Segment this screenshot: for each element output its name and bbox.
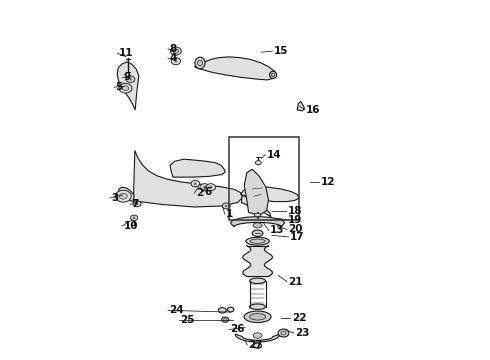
Text: 21: 21 [288, 276, 303, 287]
Ellipse shape [249, 314, 266, 320]
Text: 22: 22 [292, 312, 306, 323]
Text: 14: 14 [267, 150, 281, 160]
Text: 26: 26 [231, 324, 245, 334]
Text: 23: 23 [295, 328, 310, 338]
Ellipse shape [221, 317, 229, 322]
Polygon shape [231, 217, 285, 227]
Text: 3: 3 [111, 193, 118, 203]
Ellipse shape [122, 86, 129, 91]
Text: 25: 25 [180, 315, 195, 325]
Text: 20: 20 [288, 224, 303, 234]
Polygon shape [241, 186, 299, 202]
Text: 9: 9 [123, 72, 131, 82]
Polygon shape [245, 169, 269, 215]
Text: 19: 19 [288, 215, 302, 225]
Text: 15: 15 [274, 46, 288, 56]
Ellipse shape [116, 190, 131, 202]
Ellipse shape [244, 311, 271, 323]
Ellipse shape [222, 203, 230, 209]
Ellipse shape [120, 193, 127, 199]
Ellipse shape [250, 304, 266, 310]
Text: 13: 13 [270, 225, 285, 235]
Text: 27: 27 [248, 340, 263, 350]
Ellipse shape [271, 73, 275, 77]
Text: 5: 5 [116, 82, 122, 92]
Text: 18: 18 [288, 206, 302, 216]
Ellipse shape [191, 180, 199, 187]
Text: 6: 6 [205, 186, 212, 197]
Text: 4: 4 [170, 53, 177, 63]
Ellipse shape [130, 215, 138, 220]
Polygon shape [297, 102, 304, 111]
Ellipse shape [255, 161, 261, 165]
Ellipse shape [171, 47, 181, 55]
Ellipse shape [197, 60, 202, 66]
Ellipse shape [278, 329, 289, 337]
Ellipse shape [254, 213, 261, 217]
Ellipse shape [133, 201, 141, 207]
Ellipse shape [119, 83, 132, 93]
Ellipse shape [253, 223, 262, 228]
Ellipse shape [250, 278, 266, 284]
Text: 16: 16 [306, 105, 320, 115]
Ellipse shape [223, 318, 227, 321]
Ellipse shape [281, 331, 286, 335]
Polygon shape [235, 334, 280, 342]
Text: 2: 2 [196, 188, 203, 198]
Text: 17: 17 [290, 232, 305, 242]
Ellipse shape [246, 237, 270, 245]
Polygon shape [118, 187, 134, 202]
Text: 24: 24 [170, 305, 184, 315]
Polygon shape [170, 159, 225, 177]
Ellipse shape [270, 71, 277, 78]
Polygon shape [117, 62, 139, 110]
Text: 8: 8 [170, 44, 177, 54]
Text: 11: 11 [119, 48, 133, 58]
Ellipse shape [254, 343, 262, 348]
Ellipse shape [227, 307, 234, 312]
Ellipse shape [171, 58, 180, 65]
Text: 7: 7 [132, 199, 139, 210]
Text: 10: 10 [123, 221, 138, 231]
Ellipse shape [126, 76, 135, 82]
Ellipse shape [173, 49, 179, 53]
Ellipse shape [253, 333, 262, 338]
Ellipse shape [200, 184, 209, 191]
Ellipse shape [250, 239, 265, 243]
Ellipse shape [195, 57, 205, 69]
Text: 12: 12 [320, 177, 335, 187]
Polygon shape [195, 57, 275, 80]
Bar [229, 137, 299, 220]
Ellipse shape [219, 307, 226, 313]
Ellipse shape [252, 230, 263, 237]
Ellipse shape [206, 184, 216, 191]
Text: 1: 1 [226, 209, 234, 219]
Polygon shape [242, 195, 271, 217]
Polygon shape [133, 150, 242, 207]
